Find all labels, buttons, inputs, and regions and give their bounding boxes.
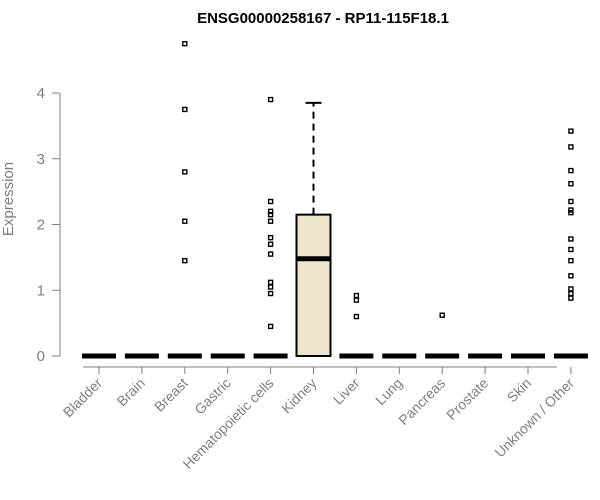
y-axis-label: Expression (0, 162, 17, 236)
outlier-point (182, 106, 188, 113)
x-tick-label-brain: Brain (114, 375, 148, 409)
outlier-point (267, 211, 274, 218)
chart-title: ENSG00000258167 - RP11-115F18.1 (197, 10, 449, 27)
outlier-point (353, 297, 360, 303)
x-tick-label-bladder: Bladder (60, 375, 106, 421)
x-tick-label-liver: Liver (330, 375, 363, 408)
outlier-point (267, 251, 274, 257)
outlier-point (353, 292, 360, 299)
y-ticks: 0 1 2 3 4 (37, 85, 60, 365)
x-tick-label-unknown-other: Unknown / Other (491, 375, 577, 461)
outlier-point (568, 290, 574, 297)
x-tick-label-lung: Lung (372, 375, 405, 408)
box-breast (167, 40, 202, 359)
outlier-point (267, 279, 274, 286)
x-tick-label-breast: Breast (151, 375, 191, 415)
x-tick-label-gastric: Gastric (191, 375, 234, 418)
outlier-point (439, 312, 445, 318)
outlier-point (568, 257, 574, 264)
x-tick-label-skin: Skin (504, 375, 535, 406)
outlier-point (568, 167, 574, 174)
y-tick-label: 3 (37, 151, 45, 168)
outlier-point (182, 257, 188, 264)
y-tick-label: 0 (37, 348, 45, 365)
y-tick-label: 1 (37, 282, 45, 299)
outlier-point (568, 295, 574, 301)
outlier-point (182, 218, 188, 224)
outlier-point (568, 273, 574, 279)
outlier-point (267, 241, 274, 247)
y-tick-label: 2 (37, 217, 45, 234)
outlier-point (267, 96, 274, 103)
y-axis: 0 1 2 3 4 (37, 85, 61, 365)
y-tick-label: 4 (37, 85, 45, 102)
outlier-point (182, 169, 188, 175)
x-tick-label-pancreas: Pancreas (395, 375, 448, 428)
outlier-point (182, 40, 188, 47)
box-unknown-other (553, 128, 588, 359)
outlier-point (568, 128, 574, 134)
outlier-point (267, 323, 274, 330)
outlier-point (568, 198, 574, 205)
outlier-point (267, 218, 274, 224)
outlier-point (267, 208, 274, 215)
outlier-point (568, 207, 574, 213)
outlier-point (568, 246, 574, 253)
plot-area (82, 40, 588, 359)
x-tick-label-kidney: Kidney (278, 375, 320, 417)
box-hematopoietic-cells (253, 96, 288, 359)
box-kidney (295, 101, 332, 357)
box-pancreas (425, 312, 460, 359)
outlier-point (267, 284, 274, 290)
outlier-point (353, 313, 360, 320)
outlier-point (568, 286, 574, 292)
outlier-point (568, 236, 574, 242)
box-iqr (295, 213, 332, 357)
outlier-point (267, 234, 274, 241)
outlier-point (568, 181, 574, 187)
outlier-point (568, 144, 574, 150)
box-liver (339, 292, 374, 359)
outlier-point (267, 198, 274, 205)
x-tick-label-prostate: Prostate (443, 375, 491, 423)
outlier-point (267, 290, 274, 297)
